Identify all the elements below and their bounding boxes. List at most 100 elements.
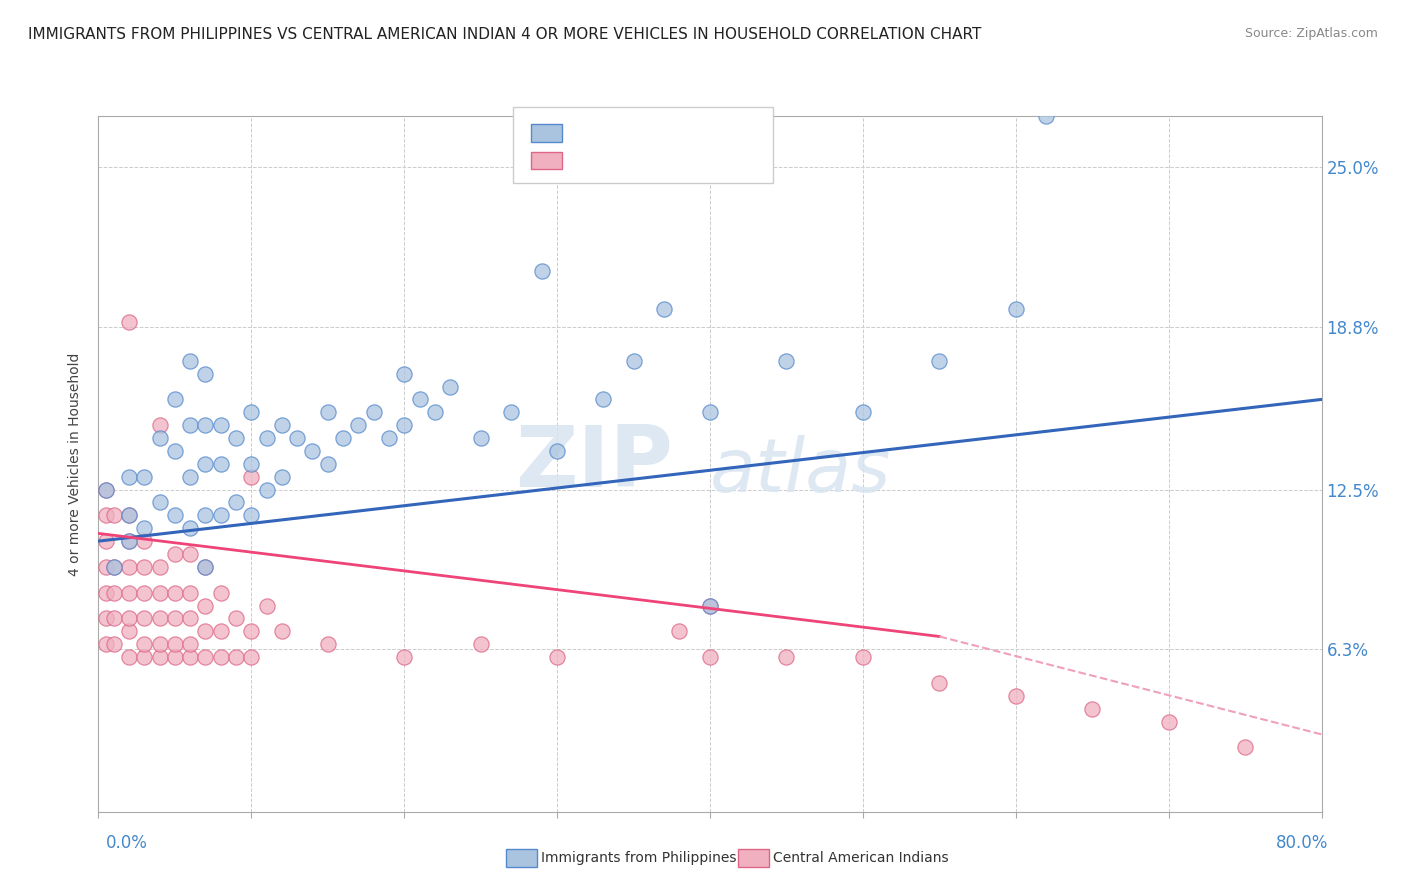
Point — [301, 444, 323, 458]
Text: atlas: atlas — [710, 434, 891, 507]
Point — [103, 560, 125, 574]
Point — [134, 534, 156, 549]
Point — [530, 263, 553, 277]
Point — [194, 457, 217, 471]
Point — [240, 624, 263, 639]
Point — [423, 405, 446, 419]
Point — [118, 534, 141, 549]
Point — [546, 650, 568, 665]
Point — [316, 457, 339, 471]
Point — [240, 457, 263, 471]
Point — [209, 457, 232, 471]
Point — [179, 547, 201, 561]
Point — [194, 560, 217, 574]
Point — [149, 650, 172, 665]
Point — [852, 405, 875, 419]
Point — [209, 650, 232, 665]
Point — [179, 521, 201, 535]
Point — [134, 650, 156, 665]
Text: ZIP: ZIP — [516, 422, 673, 506]
Point — [347, 418, 370, 433]
Point — [1004, 689, 1026, 703]
Point — [103, 611, 125, 625]
Point — [163, 585, 186, 599]
Point — [179, 611, 201, 625]
Point — [94, 534, 117, 549]
Point — [103, 585, 125, 599]
Point — [163, 637, 186, 651]
Text: R =  0.142: R = 0.142 — [568, 126, 650, 140]
Point — [592, 392, 614, 407]
Point — [852, 650, 875, 665]
Point — [439, 379, 461, 393]
Point — [194, 367, 217, 381]
Point — [285, 431, 308, 445]
Point — [699, 599, 721, 613]
Text: IMMIGRANTS FROM PHILIPPINES VS CENTRAL AMERICAN INDIAN 4 OR MORE VEHICLES IN HOU: IMMIGRANTS FROM PHILIPPINES VS CENTRAL A… — [28, 27, 981, 42]
Point — [118, 624, 141, 639]
Point — [134, 637, 156, 651]
Point — [163, 444, 186, 458]
Point — [1004, 302, 1026, 317]
Point — [179, 418, 201, 433]
Point — [270, 469, 292, 483]
Point — [94, 483, 117, 497]
Point — [363, 405, 385, 419]
Point — [149, 637, 172, 651]
Point — [209, 585, 232, 599]
Point — [103, 637, 125, 651]
Point — [225, 495, 247, 509]
Point — [270, 418, 292, 433]
Point — [149, 495, 172, 509]
Point — [149, 585, 172, 599]
Point — [149, 431, 172, 445]
Point — [316, 637, 339, 651]
Point — [392, 418, 416, 433]
Point — [179, 353, 201, 368]
Point — [179, 469, 201, 483]
Point — [134, 560, 156, 574]
Point — [118, 534, 141, 549]
Point — [94, 483, 117, 497]
Text: R = -0.223: R = -0.223 — [568, 153, 650, 168]
Point — [470, 431, 492, 445]
Point — [225, 650, 247, 665]
Point — [240, 650, 263, 665]
Text: 0.0%: 0.0% — [105, 834, 148, 852]
Point — [118, 611, 141, 625]
Point — [408, 392, 430, 407]
Point — [699, 650, 721, 665]
Point — [118, 508, 141, 523]
Y-axis label: 4 or more Vehicles in Household: 4 or more Vehicles in Household — [67, 352, 82, 575]
Point — [316, 405, 339, 419]
Point — [209, 418, 232, 433]
Point — [194, 560, 217, 574]
Point — [163, 547, 186, 561]
Point — [149, 611, 172, 625]
Point — [118, 560, 141, 574]
Point — [163, 392, 186, 407]
Point — [103, 508, 125, 523]
Point — [118, 508, 141, 523]
Point — [256, 483, 278, 497]
Point — [623, 353, 645, 368]
Point — [668, 624, 690, 639]
Text: N = 70: N = 70 — [689, 152, 751, 169]
Point — [103, 560, 125, 574]
Point — [118, 315, 141, 329]
Point — [194, 624, 217, 639]
Point — [699, 405, 721, 419]
Point — [775, 650, 797, 665]
Point — [928, 676, 950, 690]
Point — [256, 431, 278, 445]
Point — [94, 585, 117, 599]
Point — [163, 508, 186, 523]
Point — [163, 650, 186, 665]
Point — [163, 611, 186, 625]
Point — [149, 560, 172, 574]
Point — [134, 611, 156, 625]
Point — [546, 444, 568, 458]
Point — [256, 599, 278, 613]
Point — [209, 508, 232, 523]
Point — [149, 418, 172, 433]
